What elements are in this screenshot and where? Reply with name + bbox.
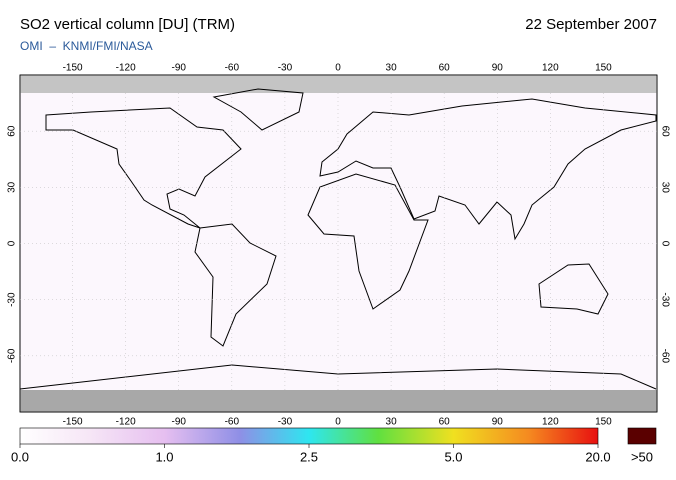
lon-tick-label: 0 [335,63,341,74]
lat-tick-label: 0 [659,241,670,247]
overflow-label: >50 [631,449,653,464]
lat-tick-label: 30 [659,182,670,194]
lat-tick-label: 60 [7,125,18,137]
lon-tick-label: 90 [492,417,504,428]
colorbar-label: 1.0 [155,449,173,464]
colorbar [19,427,599,445]
lon-tick-label: -120 [116,417,136,428]
title: SO2 vertical column [DU] (TRM) [20,16,235,33]
lat-tick-label: 0 [7,240,18,246]
lat-tick-label: -30 [7,292,18,307]
lon-tick-label: -150 [63,63,83,74]
lon-tick-label: -120 [116,63,136,74]
lon-tick-label: -30 [278,63,293,74]
lon-tick-label: 150 [595,63,612,74]
lon-tick-label: 120 [542,63,559,74]
lon-tick-label: -60 [225,417,240,428]
lat-tick-label: -60 [659,349,670,364]
colorbar-label: 2.5 [300,449,318,464]
no-data-north [20,75,657,93]
lon-tick-label: 30 [386,63,398,74]
coastlines [19,88,657,390]
lon-tick-label: -30 [278,417,293,428]
lon-tick-label: -150 [63,417,83,428]
lon-tick-label: 60 [439,417,451,428]
colorbar-overflow [627,427,657,445]
lon-tick-label: 120 [542,417,559,428]
colorbar-label: 0.0 [11,449,29,464]
lat-tick-label: -30 [659,292,670,307]
lon-tick-label: -60 [225,63,240,74]
lon-tick-label: -90 [172,63,187,74]
map [19,74,658,413]
lon-tick-label: 90 [492,63,504,74]
colorbar-label: 20.0 [585,449,610,464]
lon-tick-label: 150 [595,417,612,428]
lon-tick-label: 60 [439,63,451,74]
date: 22 September 2007 [525,16,657,33]
lon-tick-label: -90 [172,417,187,428]
no-data-south [20,390,657,412]
colorbar-label: 5.0 [444,449,462,464]
source: OMI – KNMI/FMI/NASA [20,39,153,53]
lat-tick-label: 60 [659,126,670,138]
lat-tick-label: 30 [7,181,18,193]
map-frame [19,74,658,413]
lon-tick-label: 0 [335,417,341,428]
lon-tick-label: 30 [386,417,398,428]
lat-tick-label: -60 [7,348,18,363]
